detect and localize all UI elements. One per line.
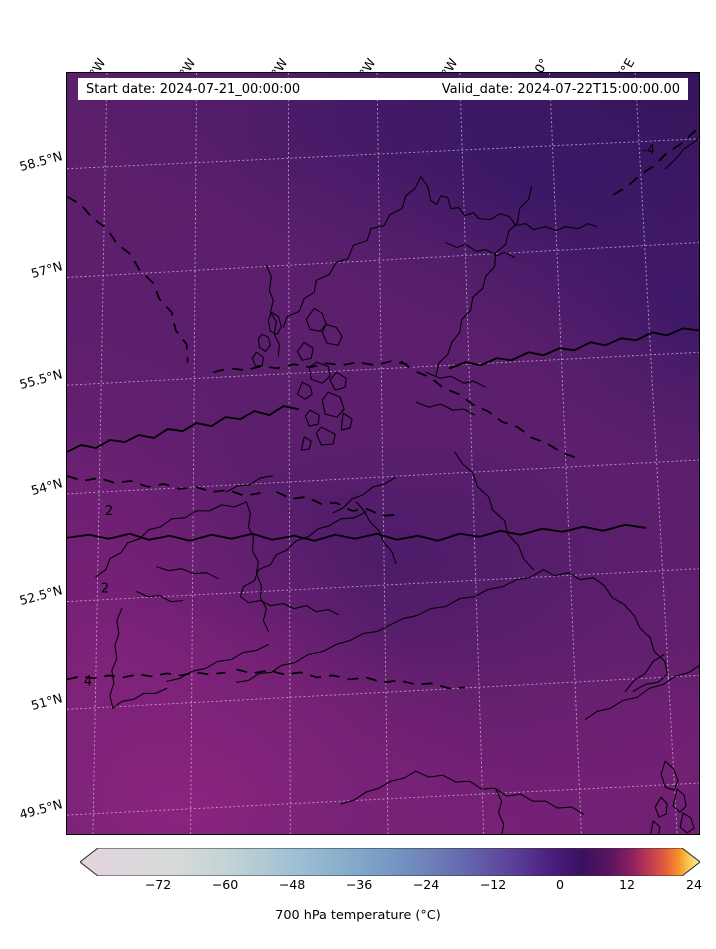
map-gridlines xyxy=(67,73,699,834)
cbar-tick-0: −72 xyxy=(144,877,172,892)
lat-tick-0: 58.5°N xyxy=(17,148,64,175)
coastlines xyxy=(95,135,699,834)
lat-tick-5: 51°N xyxy=(29,690,64,713)
lat-tick-1: 57°N xyxy=(29,258,64,281)
start-date-text: Start date: 2024-07-21_00:00:00 xyxy=(86,81,301,97)
cbar-tick-4: −24 xyxy=(412,877,440,892)
colorbar-axis-label: 700 hPa temperature (°C) xyxy=(275,908,441,923)
cbar-tick-3: −36 xyxy=(345,877,373,892)
colorbar-tick-labels: −72 −60 −48 −36 −24 −12 0 12 24 xyxy=(80,877,703,897)
valid-date-text: Valid_date: 2024-07-22T15:00:00.00 xyxy=(441,81,680,97)
cbar-tick-1: −60 xyxy=(211,877,239,892)
contour-lines-dashed xyxy=(67,127,699,690)
cbar-tick-8: 24 xyxy=(685,877,703,892)
cbar-tick-6: 0 xyxy=(555,877,565,892)
lat-tick-4: 52.5°N xyxy=(17,582,64,609)
colorbar-gradient xyxy=(80,848,700,876)
contour-label-3: -4 xyxy=(642,143,655,158)
title-bar: Start date: 2024-07-21_00:00:00 Valid_da… xyxy=(78,78,688,100)
cbar-tick-5: −12 xyxy=(479,877,507,892)
lat-tick-6: 49.5°N xyxy=(17,796,64,823)
cbar-tick-2: −48 xyxy=(278,877,306,892)
colorbar[interactable]: −72 −60 −48 −36 −24 −12 0 12 24 xyxy=(80,848,702,892)
lat-tick-2: 55.5°N xyxy=(17,366,64,393)
map-plot-area[interactable]: 2 2 4 -4 xyxy=(66,72,700,835)
contour-label-0: 2 xyxy=(105,504,113,519)
lat-tick-3: 54°N xyxy=(29,475,64,498)
map-overlay: 2 2 4 -4 xyxy=(67,73,699,834)
contour-label-2: 4 xyxy=(84,674,92,689)
temperature-field xyxy=(67,73,699,834)
contour-labels: 2 2 4 -4 xyxy=(84,143,655,690)
cbar-tick-7: 12 xyxy=(618,877,636,892)
contour-lines-solid xyxy=(67,327,699,542)
contour-label-1: 2 xyxy=(101,582,109,597)
